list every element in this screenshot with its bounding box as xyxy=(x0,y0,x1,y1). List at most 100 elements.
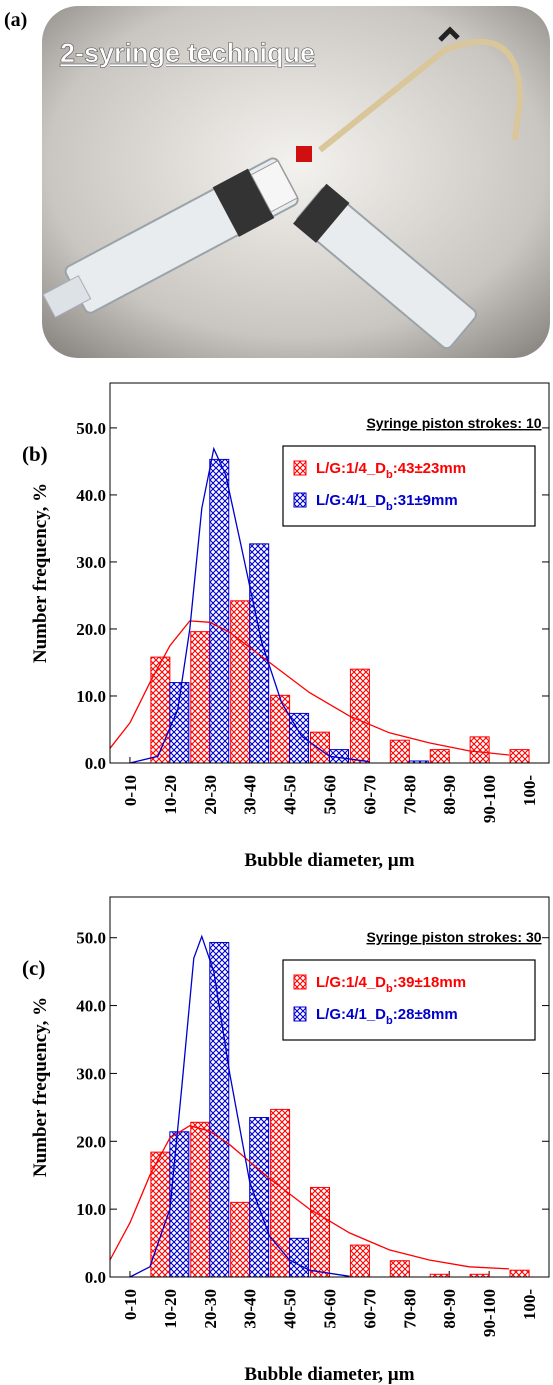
legend-name: L/G:4/1_D xyxy=(316,492,386,509)
photo-panel: 2-syringe technique (a) xyxy=(4,6,550,358)
x-tick-label: 20-30 xyxy=(201,1289,220,1329)
fit-line xyxy=(109,1124,510,1270)
bar xyxy=(169,1131,190,1278)
bar xyxy=(349,668,370,764)
plot-frame xyxy=(109,896,550,1278)
bar xyxy=(310,731,330,764)
bar xyxy=(509,1269,530,1278)
legend-subscript: b xyxy=(386,983,393,995)
panel-label: (a) xyxy=(4,9,27,31)
y-axis-label: Number frequency, % xyxy=(30,997,51,1177)
x-tick-label: 40-50 xyxy=(281,1289,300,1329)
plot-frame xyxy=(109,382,550,764)
legend-marker xyxy=(293,974,307,990)
x-tick-label: 70-80 xyxy=(400,1289,419,1329)
y-tick-label: 10.0 xyxy=(76,687,106,706)
y-tick-label: 20.0 xyxy=(76,1132,106,1151)
y-tick-label: 0.0 xyxy=(85,1268,106,1287)
x-tick-label: 0-10 xyxy=(121,775,140,806)
bar xyxy=(190,1121,211,1278)
x-tick-label: 70-80 xyxy=(400,775,419,815)
bar xyxy=(389,1260,410,1278)
x-tick-label: 100- xyxy=(520,775,539,807)
bar xyxy=(310,1186,330,1278)
bar xyxy=(230,1201,251,1278)
x-tick-label: 90-100 xyxy=(480,775,499,823)
bar xyxy=(289,1237,310,1278)
x-tick-label: 30-40 xyxy=(241,775,260,815)
x-tick-label: 50-60 xyxy=(321,775,340,815)
bar xyxy=(249,1117,270,1278)
legend-label: L/G:1/4_Db:43±23mm xyxy=(316,460,466,481)
bar xyxy=(429,749,450,764)
bar xyxy=(230,600,251,764)
legend-marker xyxy=(293,460,307,476)
x-tick-label: 0-10 xyxy=(121,1289,140,1320)
fit-line xyxy=(129,446,370,764)
panel-label: (b) xyxy=(22,442,48,466)
legend-name: L/G:4/1_D xyxy=(316,1006,386,1023)
y-tick-label: 30.0 xyxy=(76,553,106,572)
syringe-right xyxy=(293,183,477,350)
x-tick-label: 80-90 xyxy=(440,775,459,815)
y-tick-label: 20.0 xyxy=(76,620,106,639)
x-tick-label: 90-100 xyxy=(480,1289,499,1337)
x-tick-label: 60-70 xyxy=(360,1289,379,1329)
syringe-left xyxy=(42,157,299,319)
legend-suffix: :39±18mm xyxy=(393,974,466,991)
legend-name: L/G:1/4_D xyxy=(316,974,386,991)
x-tick-label: 10-20 xyxy=(161,775,180,815)
legend-subscript: b xyxy=(386,469,393,481)
y-tick-label: 10.0 xyxy=(76,1200,106,1219)
legend-suffix: :43±23mm xyxy=(393,460,466,477)
legend-label: L/G:1/4_Db:39±18mm xyxy=(316,974,466,995)
x-axis-label: Bubble diameter, µm xyxy=(244,850,414,871)
x-tick-label: 10-20 xyxy=(161,1289,180,1329)
bar xyxy=(349,1244,370,1278)
bar xyxy=(190,631,211,764)
x-tick-label: 50-60 xyxy=(321,1289,340,1329)
y-tick-label: 0.0 xyxy=(85,754,106,773)
tube xyxy=(318,38,524,153)
bar xyxy=(150,1151,171,1278)
bar xyxy=(509,749,530,764)
legend-label: L/G:4/1_Db:31±9mm xyxy=(316,492,458,513)
bar xyxy=(209,458,230,764)
y-tick-label: 50.0 xyxy=(76,929,106,948)
legend-label: L/G:4/1_Db:28±8mm xyxy=(316,1006,458,1027)
panel-label: (c) xyxy=(22,956,45,980)
fit-line xyxy=(129,934,350,1278)
bar xyxy=(270,694,291,764)
legend-suffix: :28±8mm xyxy=(393,1006,458,1023)
chart: 0.0 10.0 20.0 30.0 40.0 50.0 0-10 10-20 20-30 30-… xyxy=(22,896,550,1385)
legend-name: L/G:1/4_D xyxy=(316,460,386,477)
fit-line xyxy=(109,620,510,756)
x-tick-label: 40-50 xyxy=(281,775,300,815)
bar xyxy=(209,941,230,1278)
legend-marker xyxy=(293,492,307,508)
chart: 0.0 10.0 20.0 30.0 40.0 50.0 0-10 10-20 20-30 30-… xyxy=(22,382,550,871)
valve xyxy=(438,26,460,42)
y-tick-label: 50.0 xyxy=(76,419,106,438)
bar xyxy=(150,656,171,764)
legend-subscript: b xyxy=(386,1015,393,1027)
annotation: Syringe piston strokes: 10 xyxy=(366,415,541,431)
legend-box xyxy=(282,445,536,527)
x-tick-label: 20-30 xyxy=(201,775,220,815)
bar xyxy=(270,1108,291,1278)
x-tick-label: 80-90 xyxy=(440,1289,459,1329)
x-tick-label: 30-40 xyxy=(241,1289,260,1329)
y-tick-label: 40.0 xyxy=(76,997,106,1016)
annotation: Syringe piston strokes: 30 xyxy=(366,929,541,945)
y-tick-label: 30.0 xyxy=(76,1064,106,1083)
legend-suffix: :31±9mm xyxy=(393,492,458,509)
x-axis-label: Bubble diameter, µm xyxy=(244,1364,414,1385)
bar xyxy=(469,736,490,764)
legend-subscript: b xyxy=(386,501,393,513)
y-axis-label: Number frequency, % xyxy=(30,483,51,663)
legend-marker xyxy=(293,1006,307,1022)
bar xyxy=(389,739,410,764)
x-tick-label: 60-70 xyxy=(360,775,379,815)
